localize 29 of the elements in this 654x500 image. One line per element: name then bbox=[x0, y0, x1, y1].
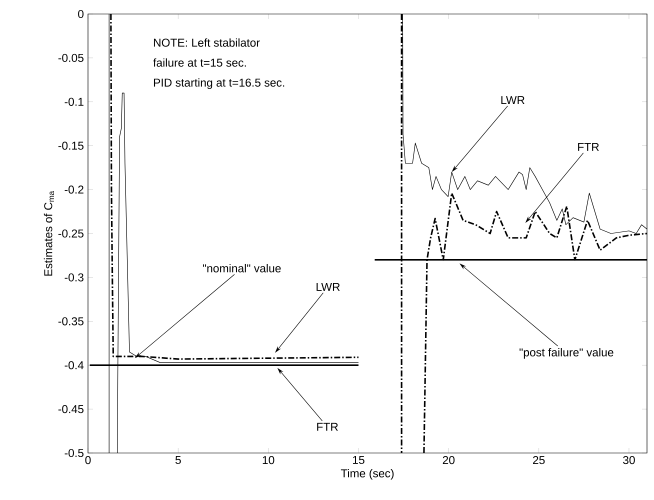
annotation: LWR bbox=[501, 96, 524, 104]
y-tick-label: -0.2 bbox=[64, 186, 84, 194]
y-tick-label: -0.05 bbox=[58, 54, 84, 62]
x-tick-label: 10 bbox=[262, 456, 274, 464]
y-tick-label: -0.3 bbox=[64, 273, 84, 282]
y-tick-label: -0.4 bbox=[64, 361, 84, 370]
annotation: LWR bbox=[316, 282, 340, 291]
annotation: "post failure" value bbox=[520, 348, 614, 359]
y-tick-label: -0.5 bbox=[64, 448, 84, 458]
annotation: "nominal" value bbox=[202, 264, 281, 272]
x-tick-label: 15 bbox=[352, 456, 364, 464]
y-tick-label: -0.45 bbox=[58, 405, 84, 414]
annotation: PID starting at t=16.5 sec. bbox=[154, 78, 284, 89]
y-tick-label: 0 bbox=[78, 10, 84, 18]
y-tick-label: -0.1 bbox=[64, 98, 84, 106]
x-tick-label: 25 bbox=[533, 456, 545, 464]
x-tick-label: 5 bbox=[175, 456, 181, 464]
annotation: FTR bbox=[317, 422, 338, 431]
y-axis-title: Estimates of C$_{ma}$ bbox=[44, 190, 54, 276]
y-tick-label: -0.15 bbox=[58, 142, 84, 150]
x-axis-title: Time (sec) bbox=[340, 468, 394, 480]
x-tick-label: 0 bbox=[85, 456, 91, 464]
annotation: NOTE: Left stabilator bbox=[154, 38, 260, 47]
y-tick-label: -0.35 bbox=[58, 317, 84, 326]
x-tick-label: 30 bbox=[623, 456, 635, 464]
y-tick-label: -0.25 bbox=[58, 229, 84, 238]
x-tick-label: 20 bbox=[442, 456, 455, 464]
annotation: FTR bbox=[578, 143, 599, 151]
annotation: failure at t=15 sec. bbox=[153, 58, 246, 67]
